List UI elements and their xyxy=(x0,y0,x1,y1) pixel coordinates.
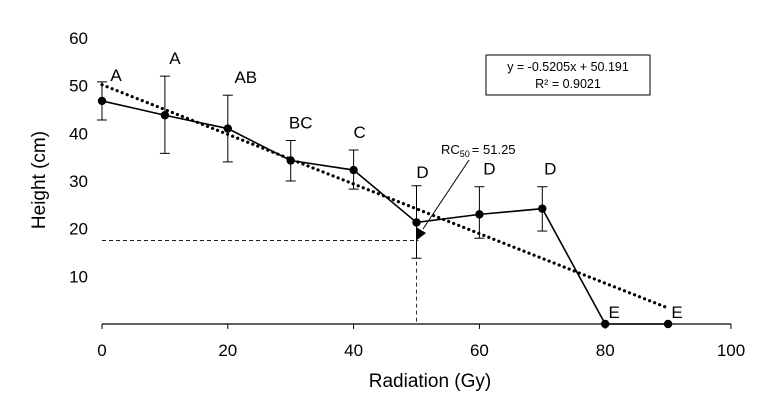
significance-label: AB xyxy=(234,68,257,87)
significance-label: BC xyxy=(289,113,313,132)
x-tick-label: 0 xyxy=(97,341,106,360)
y-tick-label: 30 xyxy=(69,172,88,191)
error-bars xyxy=(97,75,548,259)
data-point xyxy=(97,96,107,106)
data-points xyxy=(97,96,673,329)
data-point xyxy=(160,111,170,120)
equation-box: y = -0.5205x + 50.191 R² = 0.9021 xyxy=(485,54,651,96)
y-tick-label: 10 xyxy=(69,267,88,286)
data-point xyxy=(601,319,610,329)
significance-label: A xyxy=(169,49,181,68)
rc50-label: RC50 = 51.25 xyxy=(441,142,516,159)
y-tick-label: 20 xyxy=(69,220,88,239)
rc50-arrowhead xyxy=(416,227,426,240)
data-point xyxy=(286,156,295,165)
data-point xyxy=(223,124,232,133)
y-axis-title: Height (cm) xyxy=(29,131,50,229)
significance-label: D xyxy=(483,160,495,179)
significance-label: E xyxy=(671,303,682,322)
rc50-leader-line xyxy=(422,159,470,230)
x-tick-label: 80 xyxy=(596,341,615,360)
data-point xyxy=(412,218,421,227)
x-tick-label: 20 xyxy=(218,341,237,360)
significance-labels: A A AB BC C D D D E E xyxy=(110,49,682,322)
data-point xyxy=(538,204,547,213)
rc50-annotation: RC50 = 51.25 xyxy=(416,142,516,240)
x-axis-title: Radiation (Gy) xyxy=(369,371,492,392)
y-tick-labels: 10 20 30 40 50 60 xyxy=(69,29,88,286)
significance-label: E xyxy=(609,303,620,322)
significance-label: C xyxy=(353,123,365,142)
data-point xyxy=(663,319,673,329)
y-tick-label: 60 xyxy=(69,29,88,48)
series-line xyxy=(101,100,669,325)
significance-label: D xyxy=(416,163,428,182)
equation-box-border xyxy=(485,54,651,96)
significance-label: D xyxy=(544,160,556,179)
significance-label: A xyxy=(110,66,122,85)
y-tick-label: 40 xyxy=(69,124,88,143)
trend-equation: y = -0.5205x + 50.191 xyxy=(507,60,629,74)
trend-r2: R² = 0.9021 xyxy=(535,77,601,91)
x-tick-label: 60 xyxy=(470,341,489,360)
x-tick-labels: 0 20 40 60 80 100 xyxy=(97,341,745,360)
x-tick-label: 40 xyxy=(344,341,363,360)
y-tick-label: 50 xyxy=(69,77,88,96)
x-tick-label: 100 xyxy=(717,341,745,360)
data-point xyxy=(475,210,484,219)
data-point xyxy=(349,165,358,175)
rc50-guide-lines xyxy=(102,240,419,324)
